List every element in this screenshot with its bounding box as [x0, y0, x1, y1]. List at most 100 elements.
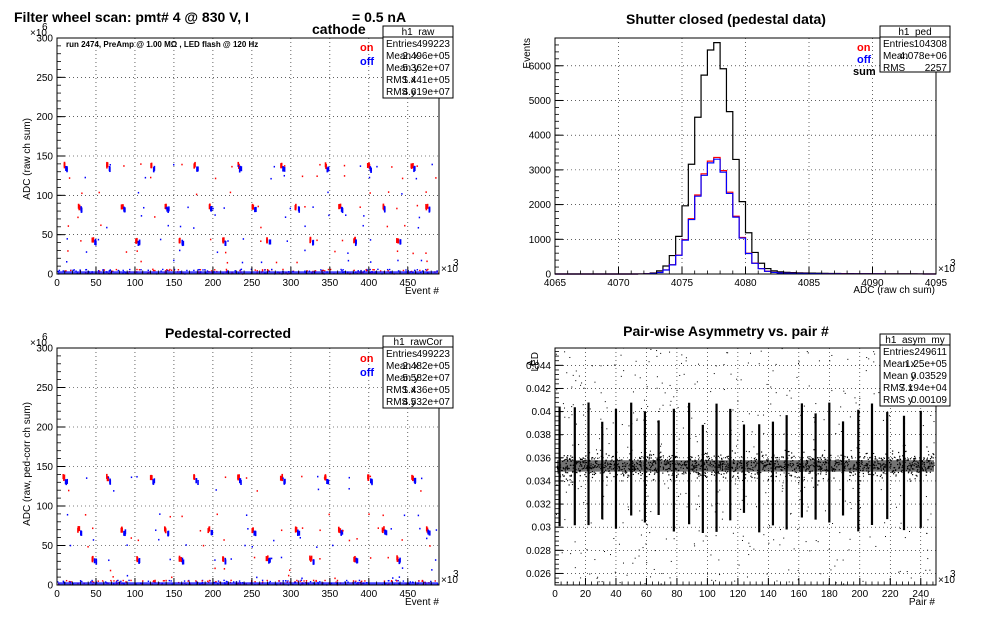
p1-point-off [80, 207, 83, 213]
p1-baseline-point [138, 269, 141, 271]
p3-point [137, 539, 140, 542]
p4-outlier [671, 474, 673, 476]
p1-point [140, 215, 143, 217]
p4-outlier [749, 352, 751, 354]
p4-outlier [660, 352, 662, 354]
p4-point [668, 455, 670, 458]
p4-point [723, 473, 725, 475]
p4-point [907, 458, 909, 460]
p4-outlier [564, 416, 566, 418]
p1-point [343, 164, 346, 167]
p1-baseline-point [386, 268, 389, 271]
p4-point [569, 475, 571, 477]
p4-point [891, 471, 893, 474]
p4-point [646, 456, 649, 458]
p1-point [362, 224, 364, 227]
p1-point [140, 260, 142, 263]
p4-point [608, 454, 610, 457]
p3-point [256, 490, 258, 492]
p3-point [420, 490, 422, 492]
p1-baseline-point [170, 269, 173, 271]
p4-outlier [730, 432, 732, 434]
p1-point-on [120, 204, 123, 210]
p4-point [641, 473, 643, 475]
p4-point [562, 474, 564, 476]
p4-point [849, 471, 851, 473]
p4-point [910, 472, 912, 474]
p1-baseline-point [340, 268, 342, 271]
p3-point-on [222, 556, 224, 562]
p4-point [883, 472, 885, 474]
p4-outlier [747, 362, 749, 364]
p1-x-tick-label: 350 [322, 278, 339, 289]
p4-outlier [697, 473, 699, 475]
p1-point [334, 250, 336, 253]
p1-point [319, 163, 321, 166]
p3-y-tick-label: 50 [42, 541, 54, 552]
p3-baseline-point [215, 581, 217, 583]
p1-point [242, 238, 245, 240]
p1-point-on [165, 204, 167, 210]
p4-point [584, 458, 586, 460]
p4-outlier [781, 490, 783, 492]
p3-baseline-point [397, 580, 399, 582]
p4-point [882, 459, 884, 461]
p3-baseline-point [207, 580, 209, 582]
p3-point [401, 539, 403, 541]
p1-title-tail: = 0.5 nA [352, 9, 406, 25]
p4-outlier [854, 397, 856, 399]
p4-outlier [616, 451, 618, 453]
p4-point [926, 471, 928, 473]
p4-point [899, 458, 901, 460]
p3-baseline-point [238, 580, 241, 582]
p4-x-tick-label: 20 [580, 589, 592, 600]
p4-point [582, 457, 584, 459]
p1-baseline-point [193, 269, 195, 272]
p4-point [570, 455, 572, 457]
p3-baseline-point [62, 580, 65, 583]
p4-outlier [886, 419, 888, 421]
p4-outlier [824, 461, 826, 463]
p4-point [750, 475, 752, 477]
p3-point [401, 567, 404, 569]
p1-baseline-point [239, 269, 242, 271]
p4-outlier [578, 444, 580, 446]
p4-stats-value: 1.25e+05 [905, 359, 947, 370]
p1-point [214, 214, 216, 216]
p3-baseline-point [360, 580, 363, 582]
p4-outlier [840, 430, 842, 432]
p4-outlier [781, 485, 783, 487]
p3-baseline-point [315, 579, 317, 582]
p4-outlier [820, 573, 822, 575]
p3-baseline-point [395, 579, 397, 581]
p4-outlier [836, 559, 838, 561]
p4-point [623, 475, 625, 477]
p4-outlier [835, 433, 837, 435]
p1-stats-value: 2.496e+05 [402, 51, 450, 62]
p4-outlier [782, 482, 784, 484]
p4-outlier [769, 526, 771, 528]
p4-outlier [779, 415, 781, 417]
p3-point [280, 556, 283, 559]
p4-point [648, 473, 651, 476]
p4-outlier [925, 496, 927, 498]
p4-point [825, 471, 827, 473]
p3-point-off [371, 480, 373, 486]
p4-point [698, 475, 700, 477]
p4-outlier [899, 570, 901, 572]
p3-point [253, 556, 256, 559]
p4-outlier [838, 423, 840, 425]
p3-baseline-point [261, 579, 264, 582]
p1-point [296, 261, 298, 264]
p4-x-tick-label: 140 [760, 589, 777, 600]
p3-point [230, 558, 232, 560]
p4-outlier [871, 465, 873, 467]
p1-point-on [91, 237, 94, 243]
p3-stats-name: h1_rawCor [394, 337, 444, 348]
p3-baseline-point [303, 580, 305, 582]
p3-baseline-point [130, 579, 132, 582]
p4-point [809, 456, 811, 458]
p3-point-on [208, 526, 211, 532]
p1-point [237, 165, 239, 167]
